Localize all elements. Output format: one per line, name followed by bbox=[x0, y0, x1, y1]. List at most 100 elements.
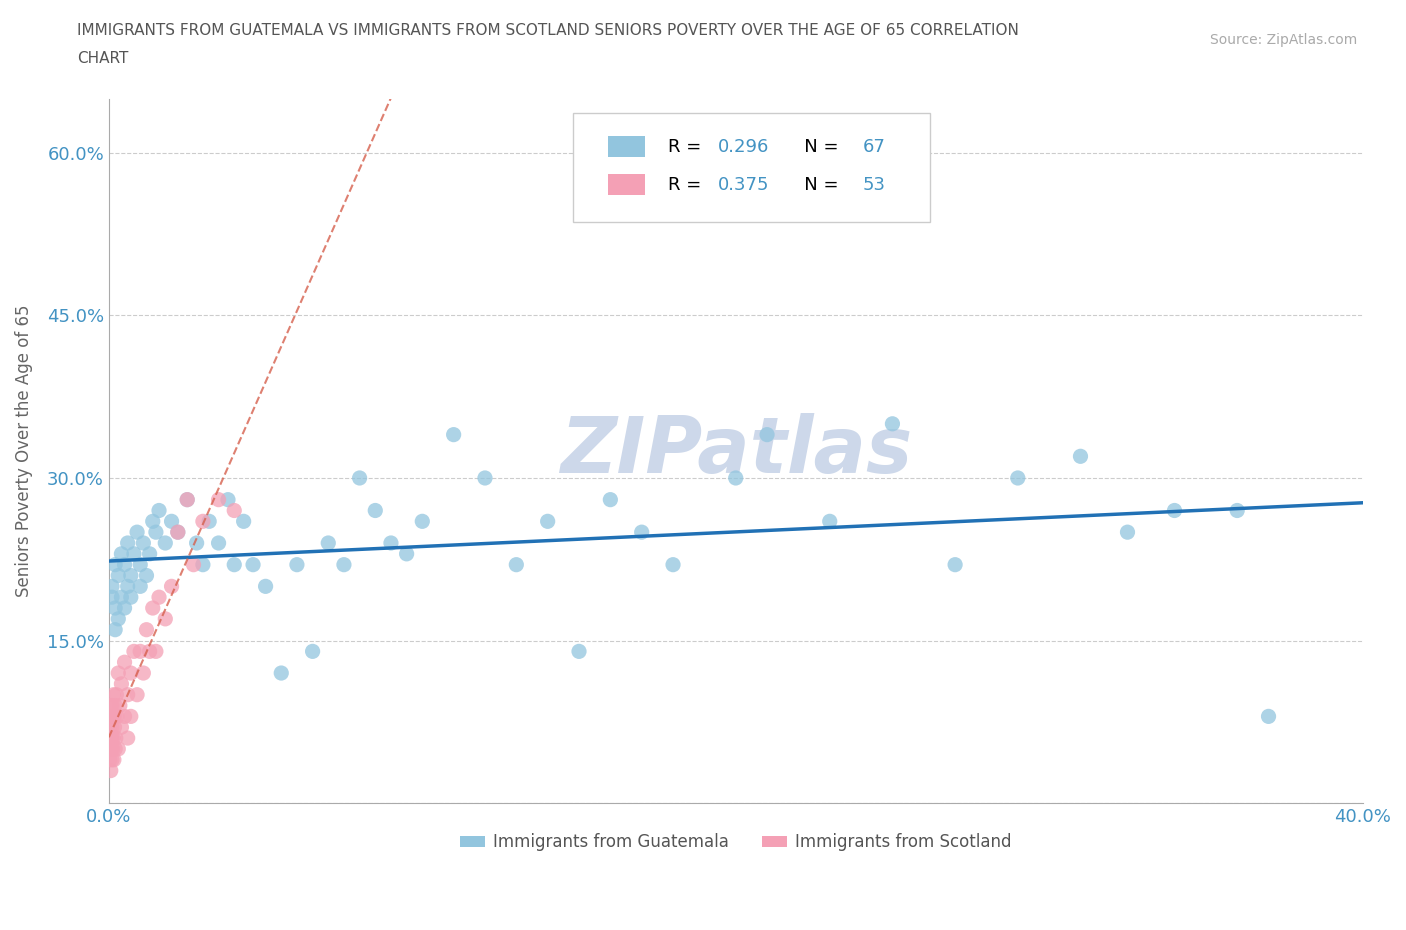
Point bbox=[232, 514, 254, 529]
Point bbox=[101, 590, 124, 604]
Point bbox=[117, 731, 139, 746]
Text: 53: 53 bbox=[862, 176, 886, 193]
Point bbox=[98, 720, 121, 735]
FancyBboxPatch shape bbox=[572, 113, 929, 222]
Point bbox=[110, 720, 132, 735]
Point bbox=[101, 752, 124, 767]
Text: N =: N = bbox=[787, 138, 845, 155]
Point bbox=[138, 547, 160, 562]
Point bbox=[108, 698, 131, 713]
Point bbox=[630, 525, 652, 539]
Point bbox=[129, 644, 152, 658]
Point bbox=[104, 557, 127, 572]
Point bbox=[1226, 503, 1249, 518]
Point bbox=[107, 611, 129, 626]
Point bbox=[176, 492, 198, 507]
Point bbox=[103, 720, 125, 735]
Point bbox=[818, 514, 841, 529]
Point bbox=[176, 492, 198, 507]
Text: N =: N = bbox=[787, 176, 845, 193]
Point bbox=[104, 601, 127, 616]
Point bbox=[155, 611, 177, 626]
Point bbox=[101, 709, 124, 724]
Y-axis label: Seniors Poverty Over the Age of 65: Seniors Poverty Over the Age of 65 bbox=[15, 305, 32, 597]
Point bbox=[98, 752, 121, 767]
Point bbox=[207, 492, 229, 507]
Point bbox=[101, 731, 124, 746]
Point bbox=[148, 590, 170, 604]
Point bbox=[301, 644, 323, 658]
Point bbox=[120, 709, 142, 724]
Point bbox=[943, 557, 966, 572]
Point bbox=[98, 731, 121, 746]
Point bbox=[125, 687, 148, 702]
Point bbox=[138, 644, 160, 658]
Point bbox=[100, 741, 122, 756]
Point bbox=[114, 655, 136, 670]
Point bbox=[120, 666, 142, 681]
Text: R =: R = bbox=[668, 176, 707, 193]
Legend: Immigrants from Guatemala, Immigrants from Scotland: Immigrants from Guatemala, Immigrants fr… bbox=[453, 827, 1018, 858]
Point bbox=[103, 687, 125, 702]
Point bbox=[333, 557, 356, 572]
Point bbox=[101, 741, 124, 756]
Point bbox=[1069, 449, 1091, 464]
Point bbox=[132, 536, 155, 551]
Point bbox=[114, 601, 136, 616]
Point bbox=[100, 709, 122, 724]
Point bbox=[191, 557, 214, 572]
Point bbox=[100, 764, 122, 778]
Point bbox=[101, 698, 124, 713]
Point bbox=[186, 536, 208, 551]
Point bbox=[100, 720, 122, 735]
Text: 67: 67 bbox=[862, 138, 886, 155]
Point bbox=[191, 514, 214, 529]
Point bbox=[132, 666, 155, 681]
Point bbox=[114, 709, 136, 724]
Point bbox=[103, 731, 125, 746]
Point bbox=[155, 536, 177, 551]
Point bbox=[100, 731, 122, 746]
Point bbox=[142, 514, 165, 529]
FancyBboxPatch shape bbox=[607, 174, 645, 195]
Point bbox=[411, 514, 433, 529]
Point bbox=[505, 557, 527, 572]
Point bbox=[148, 503, 170, 518]
Point bbox=[104, 731, 127, 746]
Point bbox=[160, 514, 183, 529]
Point bbox=[120, 568, 142, 583]
Point bbox=[110, 547, 132, 562]
Point bbox=[224, 503, 246, 518]
Point bbox=[120, 590, 142, 604]
Point bbox=[380, 536, 402, 551]
Point bbox=[224, 557, 246, 572]
Point bbox=[756, 427, 779, 442]
Point bbox=[100, 698, 122, 713]
Point bbox=[135, 622, 157, 637]
Text: CHART: CHART bbox=[77, 51, 129, 66]
Text: 0.375: 0.375 bbox=[718, 176, 769, 193]
Point bbox=[101, 578, 124, 593]
Point bbox=[364, 503, 387, 518]
Point bbox=[104, 698, 127, 713]
Point bbox=[104, 741, 127, 756]
Point bbox=[568, 644, 591, 658]
Text: 0.296: 0.296 bbox=[718, 138, 769, 155]
Point bbox=[110, 590, 132, 604]
FancyBboxPatch shape bbox=[607, 136, 645, 157]
Point bbox=[107, 666, 129, 681]
Point bbox=[1116, 525, 1139, 539]
Point bbox=[107, 568, 129, 583]
Point bbox=[110, 676, 132, 691]
Point bbox=[1007, 471, 1029, 485]
Point bbox=[104, 622, 127, 637]
Point bbox=[122, 644, 145, 658]
Point bbox=[114, 557, 136, 572]
Point bbox=[242, 557, 264, 572]
Point bbox=[160, 578, 183, 593]
Point bbox=[1257, 709, 1279, 724]
Point bbox=[166, 525, 188, 539]
Point bbox=[270, 666, 292, 681]
Point bbox=[125, 525, 148, 539]
Point bbox=[662, 557, 685, 572]
